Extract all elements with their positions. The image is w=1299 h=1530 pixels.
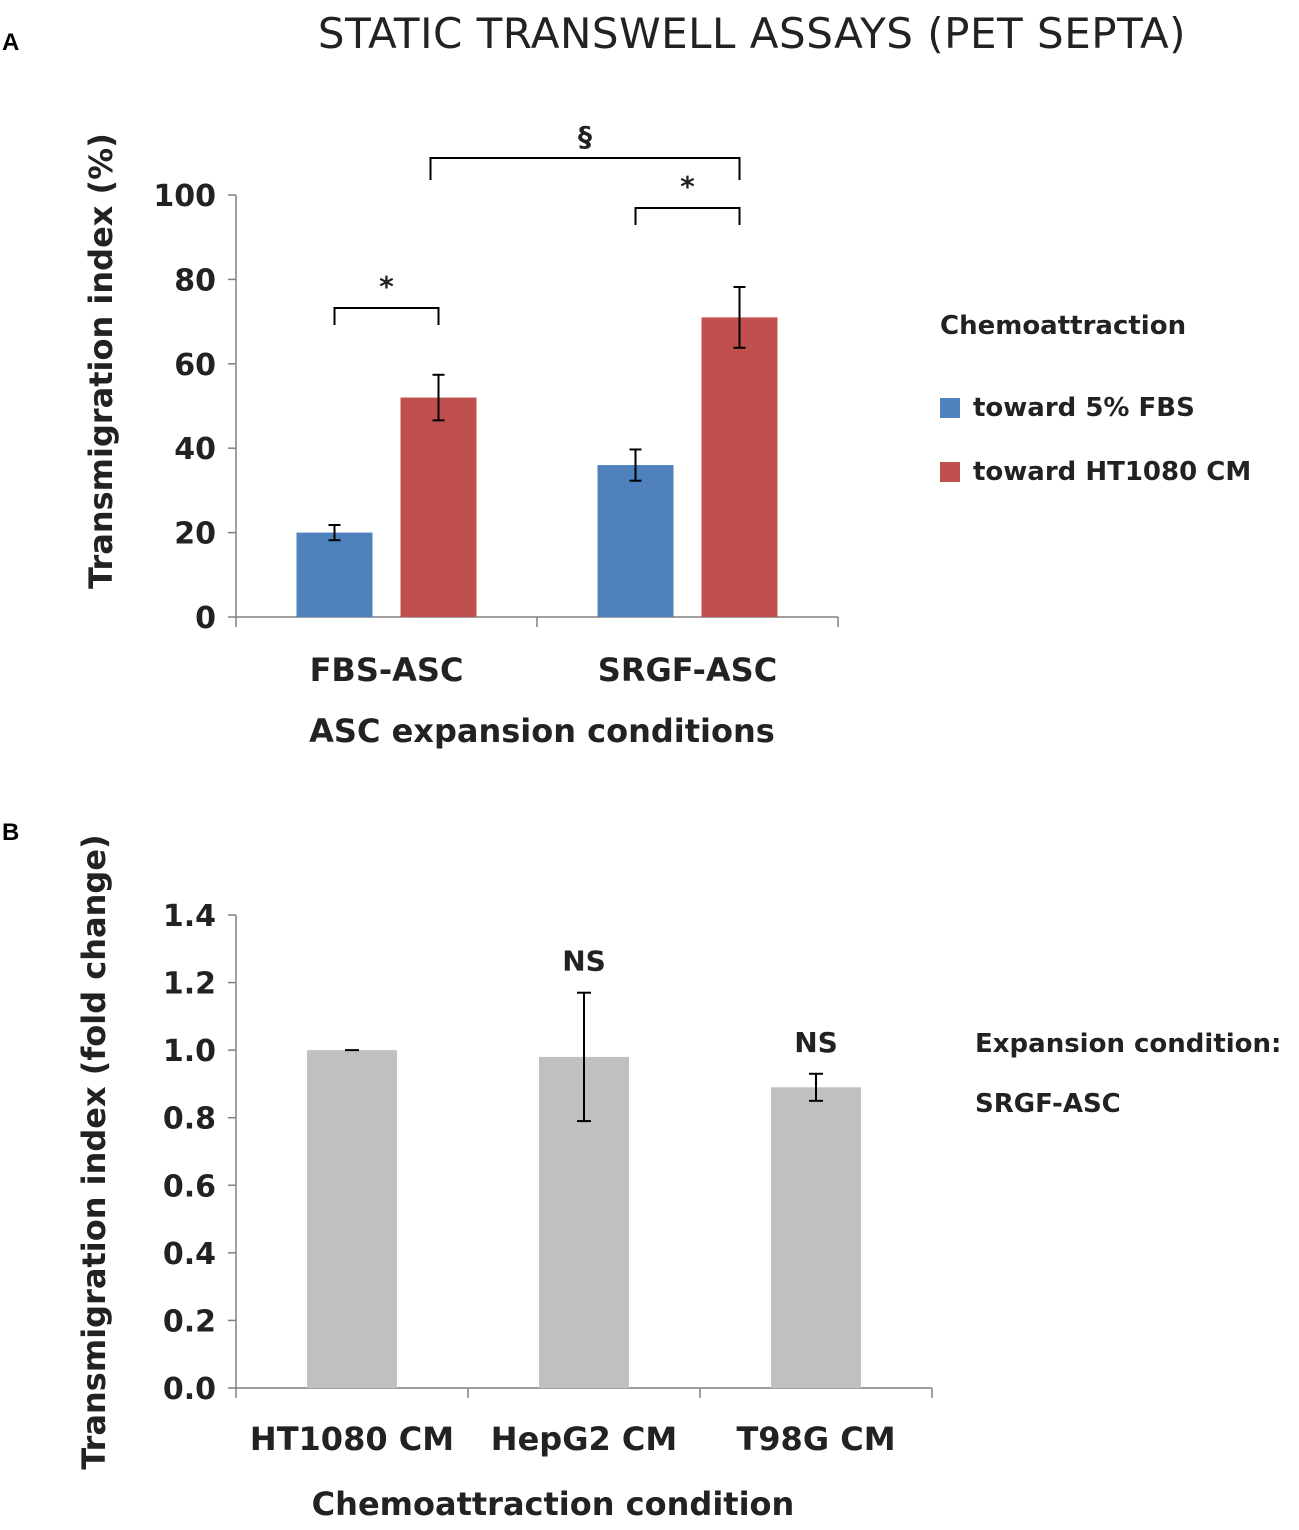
chart-b-y-tick-label: 0.0 [163,1372,216,1407]
chart-b-y-ticks: 0.0 0.2 0.4 0.6 0.8 1.0 1.2 1.4 [163,899,236,1407]
chart-a: 0 20 40 60 80 100 FBS-ASC SRGF-ASC * * § ASC exp… [82,120,1251,750]
sig-between-ht1080-bracket [429,157,741,180]
expansion-condition-value: SRGF-ASC [975,1089,1121,1119]
chart-a-y-tick-label: 20 [174,517,216,552]
chart-b-y-tick-label: 1.2 [163,967,216,1002]
panel-a-label: A [2,29,19,56]
chart-b-bar [771,1087,861,1388]
chart-a-y-tick-label: 100 [153,179,216,214]
chart-a-y-tick-label: 80 [174,263,216,298]
sig-srgf-asc-label: * [680,170,695,203]
chart-a-bars: FBS-ASC SRGF-ASC [235,285,839,689]
chart-a-y-ticks: 0 20 40 60 80 100 [153,179,236,636]
expansion-condition-title: Expansion condition: [975,1029,1281,1059]
chart-b-significance-label: NS [562,945,606,978]
chart-b-y-tick-label: 1.4 [163,899,216,934]
chart-a-y-axis-label: Transmigration index (%) [82,133,120,589]
chart-b-y-axis-label: Transmigration index (fold change) [75,834,113,1469]
chart-b-x-tick-label: HT1080 CM [250,1420,454,1458]
chart-b-x-axis-label: Chemoattraction condition [312,1485,795,1523]
chart-a-x-axis-label: ASC expansion conditions [309,712,775,750]
chart-a-bar [597,465,674,617]
chart-b-y-tick-label: 0.6 [163,1169,216,1204]
sig-between-ht1080-label: § [578,120,592,153]
sig-fbs-asc-label: * [379,270,394,303]
legend-swatch-fbs [940,398,960,418]
legend-swatch-ht1080 [940,462,960,482]
chart-b-y-tick-label: 0.2 [163,1304,216,1339]
chart-b-bars: HT1080 CM NS HepG2 CM NS T98G CM [235,945,933,1458]
chart-b-x-tick-label: T98G CM [736,1420,895,1458]
chart-a-y-tick-label: 60 [174,348,216,383]
chart-b-y-tick-label: 0.4 [163,1237,216,1272]
chart-a-y-tick-label: 0 [195,601,216,636]
sig-fbs-asc-bracket [333,307,440,325]
chart-b-significance-label: NS [794,1026,838,1059]
chart-b-x-tick-label: HepG2 CM [491,1420,677,1458]
chart-b-y-tick-label: 1.0 [163,1034,216,1069]
chart-a-y-tick-label: 40 [174,432,216,467]
legend-label-fbs: toward 5% FBS [973,393,1195,423]
chart-b: 0.0 0.2 0.4 0.6 0.8 1.0 1.2 1.4 HT1080 CM NS HepG… [75,834,1281,1523]
chart-a-bar [400,397,477,617]
chart-b-y-tick-label: 0.8 [163,1102,216,1137]
chart-a-bar [701,317,778,617]
panel-b-label: B [2,819,19,846]
chart-a-legend-title: Chemoattraction [940,311,1186,341]
legend-label-ht1080: toward HT1080 CM [973,457,1251,487]
figure-title: STATIC TRANSWELL ASSAYS (PET SEPTA) [318,9,1186,58]
chart-a-significance: * * § [333,120,741,325]
chart-b-bar [307,1050,397,1388]
sig-srgf-asc-bracket [634,207,741,225]
chart-a-bar [296,532,373,617]
chart-a-x-tick-label: FBS-ASC [310,651,464,689]
chart-a-x-tick-label: SRGF-ASC [598,651,777,689]
